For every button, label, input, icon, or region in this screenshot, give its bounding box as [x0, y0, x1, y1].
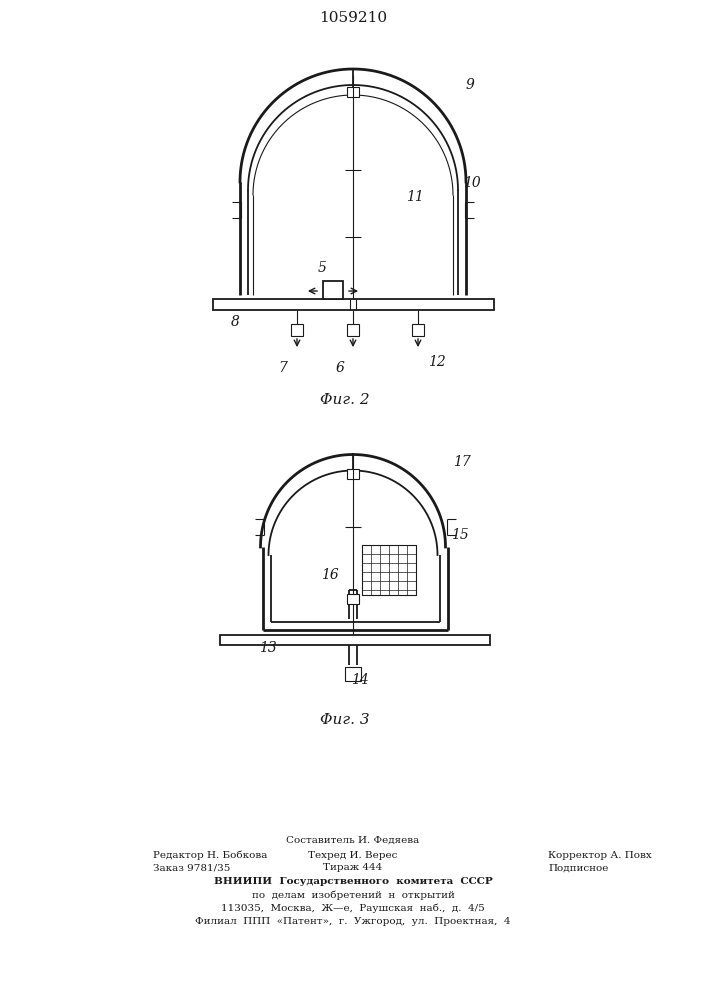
Text: 1059210: 1059210 [319, 11, 387, 25]
Bar [412, 324, 424, 336]
Text: 11: 11 [406, 190, 424, 204]
Text: 15: 15 [451, 528, 469, 542]
Text: Составитель И. Федяева: Составитель И. Федяева [286, 836, 420, 844]
Bar [345, 667, 361, 681]
Text: ВНИИПИ  Государственного  комитета  СССР: ВНИИПИ Государственного комитета СССР [214, 878, 492, 886]
Text: Подписное: Подписное [548, 863, 609, 872]
Text: Φиг. 3: Φиг. 3 [320, 713, 370, 727]
Bar [291, 324, 303, 336]
Text: 12: 12 [428, 355, 446, 369]
Text: 9: 9 [466, 78, 474, 92]
Text: 8: 8 [230, 315, 240, 329]
Text: по  делам  изобретений  н  открытий: по делам изобретений н открытий [252, 890, 455, 900]
Text: 6: 6 [336, 361, 344, 375]
Text: Филиал  ППП  «Патент»,  г.  Ужгород,  ул.  Проектная,  4: Филиал ППП «Патент», г. Ужгород, ул. Про… [195, 916, 510, 926]
Bar [347, 468, 359, 479]
Text: Φиг. 2: Φиг. 2 [320, 393, 370, 407]
Text: Техред И. Верес: Техред И. Верес [308, 850, 397, 859]
Text: Заказ 9781/35: Заказ 9781/35 [153, 863, 230, 872]
Text: 5: 5 [317, 261, 327, 275]
Text: 17: 17 [453, 455, 471, 469]
Text: Редактор Н. Бобкова: Редактор Н. Бобкова [153, 850, 267, 860]
Bar [213, 299, 494, 310]
Text: 10: 10 [463, 176, 481, 190]
Text: 14: 14 [351, 673, 369, 687]
Text: 113035,  Москва,  Ж—е,  Раушская  наб.,  д.  4/5: 113035, Москва, Ж—е, Раушская наб., д. 4… [221, 903, 485, 913]
Bar [220, 635, 490, 645]
Bar [362, 545, 416, 595]
Bar [347, 594, 359, 604]
Text: Корректор А. Повх: Корректор А. Повх [548, 850, 652, 859]
Text: 13: 13 [259, 641, 277, 655]
Bar [347, 87, 359, 97]
Text: 7: 7 [279, 361, 288, 375]
Text: Тираж 444: Тираж 444 [323, 863, 382, 872]
Bar [347, 324, 359, 336]
Text: 16: 16 [321, 568, 339, 582]
Bar [323, 281, 343, 299]
